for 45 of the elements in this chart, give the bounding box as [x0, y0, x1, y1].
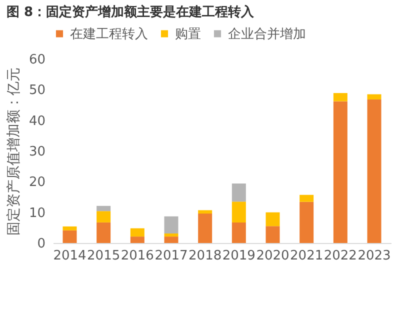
legend-label: 购置: [175, 26, 201, 42]
bar: [164, 233, 178, 237]
x-tick-label: 2015: [87, 248, 120, 264]
bar: [62, 230, 77, 243]
y-tick-label: 0: [37, 236, 46, 252]
bar: [96, 206, 111, 212]
legend-label: 在建工程转入: [70, 26, 148, 42]
bar: [266, 212, 280, 226]
legend-label: 企业合并增加: [228, 26, 306, 42]
bar: [130, 236, 144, 243]
bar: [96, 211, 111, 222]
chart-title: 图 8：固定资产增加额主要是在建工程转入: [6, 4, 256, 20]
y-tick-label: 30: [28, 144, 46, 160]
bar: [62, 226, 77, 230]
x-tick-label: 2017: [154, 248, 188, 264]
bar: [198, 210, 212, 214]
x-tick-label: 2023: [358, 248, 391, 264]
y-tick-label: 10: [28, 206, 46, 221]
bar: [164, 236, 178, 243]
x-tick-label: 2016: [120, 248, 154, 264]
x-tick-label: 2022: [324, 248, 357, 264]
x-tick-label: 2018: [188, 248, 222, 264]
y-tick-label: 50: [28, 83, 46, 98]
x-tick-label: 2019: [222, 248, 256, 264]
bar: [164, 216, 178, 234]
bar: [232, 222, 246, 243]
bar: [96, 222, 111, 243]
bar: [266, 226, 280, 243]
x-tick-label: 2014: [53, 248, 86, 264]
bar: [333, 93, 348, 102]
bar: [367, 94, 382, 100]
x-tick-label: 2020: [256, 248, 290, 264]
bar: [333, 101, 348, 243]
y-tick-label: 60: [28, 52, 46, 68]
y-tick-label: 40: [28, 114, 46, 129]
y-tick-label: 20: [28, 175, 46, 190]
bar: [300, 194, 314, 202]
bar: [367, 99, 382, 243]
bar: [130, 228, 144, 237]
bar: [232, 202, 246, 222]
bar: [300, 202, 314, 243]
y-axis-title: 固定资产原值增加额：亿元: [6, 68, 22, 236]
bar: [198, 214, 212, 243]
bar: [232, 184, 246, 202]
x-tick-label: 2021: [290, 248, 324, 264]
